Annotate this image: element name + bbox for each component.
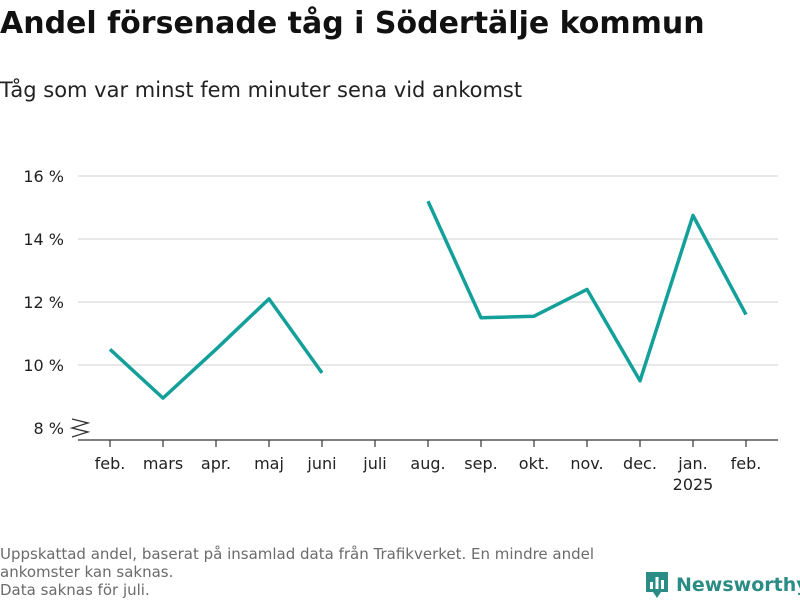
chart-subtitle: Tåg som var minst fem minuter sena vid a…: [0, 78, 523, 102]
x-tick-label: sep.: [464, 454, 497, 473]
newsworthy-logo: Newsworthy: [644, 570, 800, 600]
x-tick-label: nov.: [570, 454, 603, 473]
x-tick-label: okt.: [519, 454, 549, 473]
brand-name: Newsworthy: [676, 574, 800, 596]
x-tick-label: aug.: [410, 454, 445, 473]
y-tick-label: 12 %: [23, 293, 64, 312]
series-lines: [108, 200, 748, 400]
x-axis-ticks: feb. mars apr. maj juni juli aug. sep. okt. nov. d…: [95, 440, 762, 494]
x-tick-label: mars: [143, 454, 183, 473]
y-axis-break-icon: [69, 418, 91, 438]
footnote-line-2: Data saknas för juli.: [0, 581, 150, 599]
y-tick-label: 10 %: [23, 356, 64, 375]
footnote-line-1: Uppskattad andel, baserat på insamlad da…: [0, 545, 595, 581]
x-tick-label: apr.: [201, 454, 231, 473]
series-line: [108, 200, 748, 400]
y-tick-label: 8 %: [34, 419, 64, 438]
x-tick-label: maj: [254, 454, 284, 473]
chart-title: Andel försenade tåg i Södertälje kommun: [0, 6, 705, 41]
x-tick-label: dec.: [623, 454, 657, 473]
x-tick-label: jan.: [677, 454, 707, 473]
x-tick-label: juni: [306, 454, 336, 473]
y-tick-label: 16 %: [23, 167, 64, 186]
x-year-label: 2025: [673, 475, 714, 494]
x-tick-label: feb.: [731, 454, 762, 473]
x-tick-label: juli: [362, 454, 386, 473]
x-tick-label: feb.: [95, 454, 126, 473]
gridlines: [78, 175, 778, 366]
line-chart: 8 % 10 % 12 % 14 % 16 % feb. mars apr. maj juni j…: [23, 167, 778, 494]
y-tick-label: 14 %: [23, 230, 64, 249]
bar-chart-logo-icon: [646, 572, 668, 598]
footnote: Uppskattad andel, baserat på insamlad da…: [0, 545, 630, 599]
y-axis-ticks: 8 % 10 % 12 % 14 % 16 %: [23, 167, 64, 438]
